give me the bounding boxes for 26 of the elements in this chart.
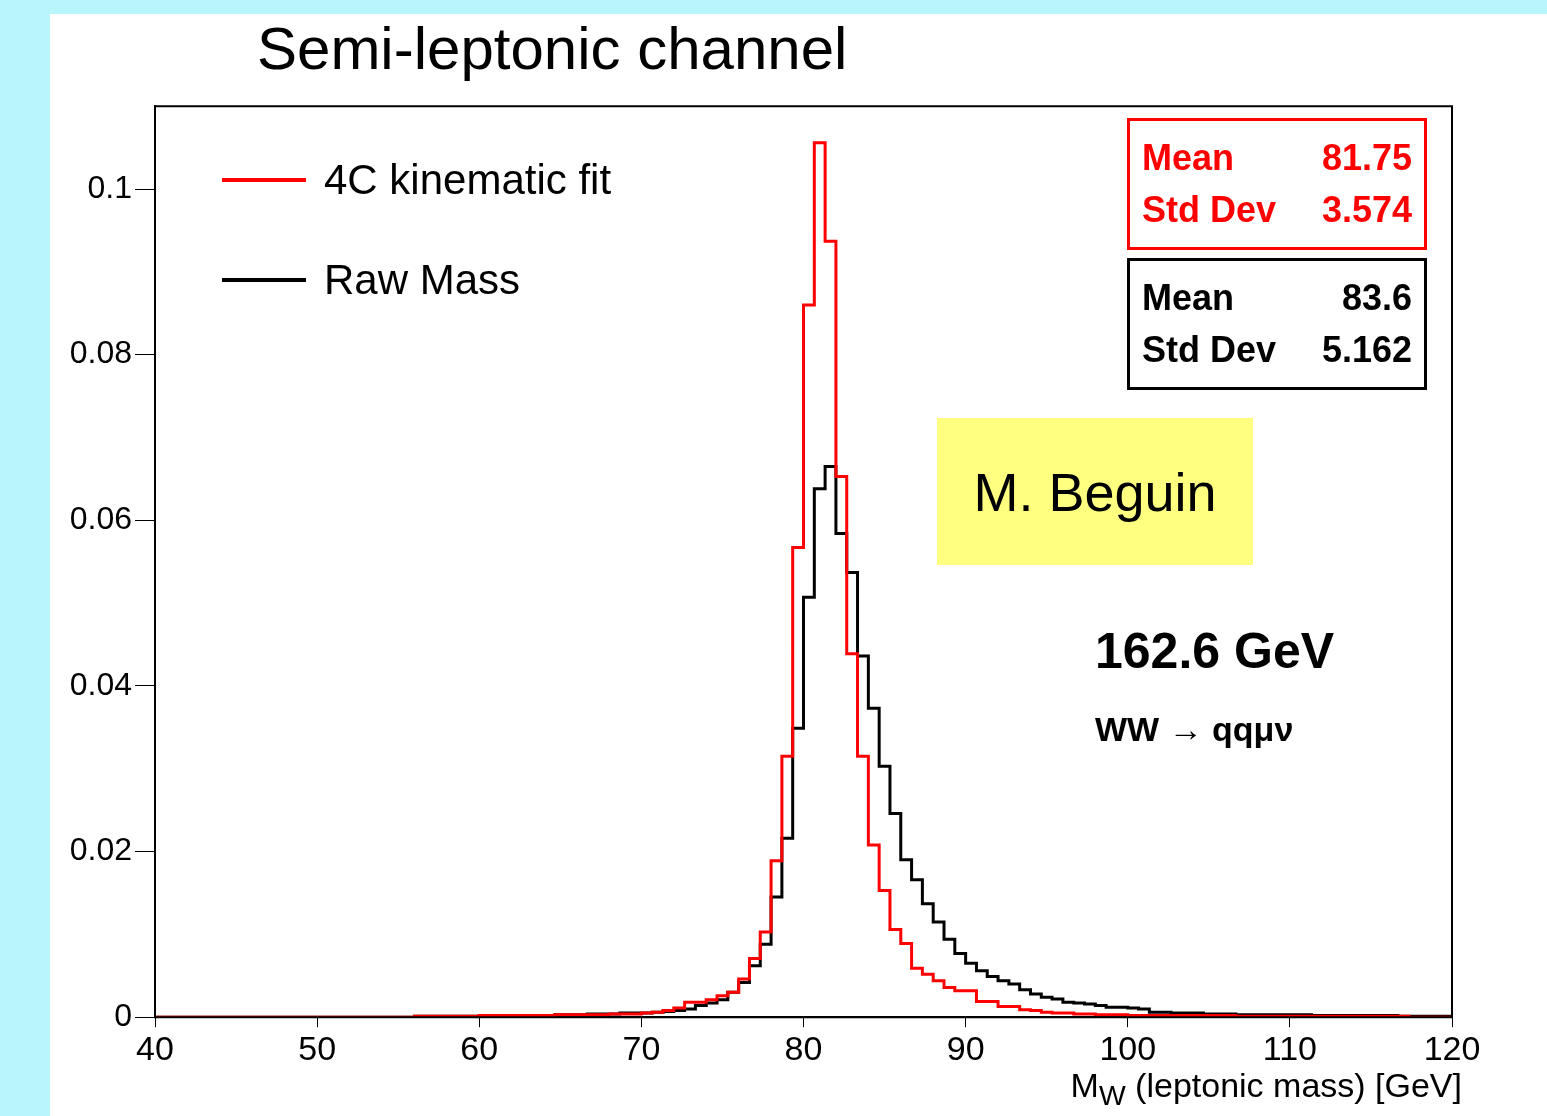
y-tick-label: 0.08 xyxy=(69,334,132,371)
legend-label: 4C kinematic fit xyxy=(324,156,612,204)
x-tick-label: 90 xyxy=(946,1028,985,1067)
chart-title: Semi-leptonic channel xyxy=(257,14,848,83)
y-tick-label: 0.04 xyxy=(69,665,132,702)
x-tick-label: 100 xyxy=(1099,1028,1157,1067)
text: Mean 83.6 xyxy=(1142,277,1412,318)
x-tick-label: 40 xyxy=(136,1028,174,1067)
annotation: 162.6 GeV xyxy=(1095,622,1335,680)
y-tick-label: 0.02 xyxy=(69,831,132,868)
annotation: M. Beguin xyxy=(937,418,1253,565)
text: Std Dev 3.574 xyxy=(1142,189,1412,230)
x-tick-label: 80 xyxy=(784,1028,823,1067)
x-tick-label: 50 xyxy=(298,1028,337,1067)
x-tick-label: 60 xyxy=(460,1028,499,1067)
x-tick-label: 120 xyxy=(1423,1028,1481,1067)
text: Std Dev 5.162 xyxy=(1142,329,1412,370)
annotation: WW → qqμν xyxy=(1095,710,1294,749)
legend-label: Raw Mass xyxy=(324,256,521,304)
text: Mean 81.75 xyxy=(1142,137,1412,178)
y-tick-label: 0.06 xyxy=(69,500,132,537)
y-tick-label: 0.1 xyxy=(87,168,132,205)
x-tick-label: 70 xyxy=(622,1028,661,1067)
x-axis-title: M$_{W}$ (leptonic mass) [GeV] xyxy=(1070,1066,1462,1112)
y-tick-label: 0 xyxy=(114,997,132,1034)
x-tick-label: 110 xyxy=(1262,1028,1317,1067)
